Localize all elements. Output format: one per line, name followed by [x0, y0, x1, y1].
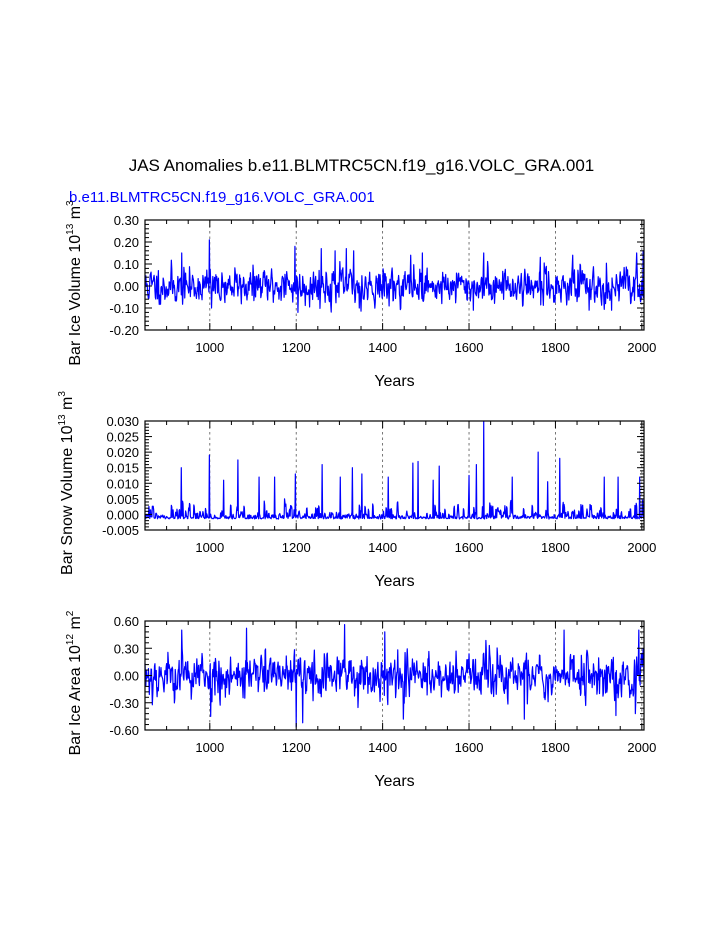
y-tick-label: 0.10 — [114, 257, 139, 272]
y-label-text: Bar Ice Volume 10 — [67, 235, 84, 366]
y-label-unit-exponent: 3 — [65, 200, 76, 206]
series-line-bar-snow-volume — [144, 420, 645, 520]
x-tick-label: 1600 — [455, 540, 484, 555]
series-line-bar-ice-volume — [144, 239, 645, 313]
x-tick-label: 1200 — [282, 740, 311, 755]
y-label-unit: m — [59, 397, 76, 415]
y-label-unit: m — [67, 616, 84, 634]
x-tick-label: 1400 — [368, 740, 397, 755]
y-label-unit: m — [67, 206, 84, 224]
series-line-bar-ice-area — [144, 624, 645, 727]
x-tick-label: 2000 — [627, 740, 656, 755]
x-tick-label: 1600 — [455, 340, 484, 355]
y-tick-label: 0.60 — [114, 614, 139, 629]
y-axis-label: Bar Ice Volume 1013 m3 — [65, 200, 84, 366]
y-tick-label: 0.30 — [114, 641, 139, 656]
x-tick-label: 2000 — [627, 340, 656, 355]
y-label-text: Bar Snow Volume 10 — [59, 425, 76, 575]
x-axis-label: Years — [374, 373, 414, 390]
y-axis-label: Bar Snow Volume 1013 m3 — [57, 391, 76, 575]
y-tick-label: 0.025 — [106, 430, 139, 445]
y-label-exponent: 12 — [65, 634, 76, 646]
y-tick-label: 0.010 — [106, 476, 139, 491]
y-tick-label: 0.030 — [106, 414, 139, 429]
y-label-exponent: 13 — [57, 414, 68, 426]
y-tick-label: -0.10 — [109, 301, 139, 316]
y-tick-label: -0.20 — [109, 323, 139, 338]
x-tick-label: 1000 — [195, 540, 224, 555]
y-tick-label: 0.015 — [106, 461, 139, 476]
y-tick-label: 0.00 — [114, 669, 139, 684]
plot-frame — [144, 420, 645, 531]
x-tick-label: 1000 — [195, 340, 224, 355]
y-axis-label: Bar Ice Area 1012 m2 — [65, 610, 84, 755]
y-tick-label: 0.30 — [114, 213, 139, 228]
x-axis-label: Years — [374, 773, 414, 790]
y-label-exponent: 13 — [65, 223, 76, 235]
chart-panel-2: 1000 1200 1400 1600 1800 2000 -0.0050.0000.005… — [57, 391, 656, 590]
x-tick-label: 1200 — [282, 540, 311, 555]
y-label-unit-exponent: 2 — [65, 610, 76, 616]
x-axis-label: Years — [374, 573, 414, 590]
y-tick-label: 0.020 — [106, 445, 139, 460]
x-tick-label: 1800 — [541, 740, 570, 755]
y-tick-label: 0.00 — [114, 279, 139, 294]
y-label-unit-exponent: 3 — [57, 391, 68, 397]
x-tick-label: 1000 — [195, 740, 224, 755]
x-tick-label: 1400 — [368, 340, 397, 355]
y-tick-label: -0.005 — [102, 523, 139, 538]
chart-panel-1: 1000 1200 1400 1600 1800 2000 -0.20 -0.10 0.00 0.… — [65, 200, 656, 390]
x-tick-label: 1800 — [541, 340, 570, 355]
x-tick-label: 1200 — [282, 340, 311, 355]
x-tick-label: 1600 — [455, 740, 484, 755]
plot-frame — [144, 219, 645, 331]
x-tick-label: 2000 — [627, 540, 656, 555]
y-label-text: Bar Ice Area 10 — [67, 645, 84, 755]
x-tick-label: 1800 — [541, 540, 570, 555]
x-tick-label: 1400 — [368, 540, 397, 555]
chart-subtitle: b.e11.BLMTRC5CN.f19_g16.VOLC_GRA.001 — [69, 189, 375, 206]
y-tick-label: -0.30 — [109, 696, 139, 711]
y-tick-label: -0.60 — [109, 723, 139, 738]
y-tick-label: 0.005 — [106, 492, 139, 507]
chart-title: JAS Anomalies b.e11.BLMTRC5CN.f19_g16.VO… — [128, 156, 595, 175]
y-tick-label: 0.000 — [106, 507, 139, 522]
y-tick-label: 0.20 — [114, 235, 139, 250]
chart-panel-3: 1000 1200 1400 1600 1800 2000 -0.60 -0.30 0.00 0.… — [65, 610, 656, 790]
